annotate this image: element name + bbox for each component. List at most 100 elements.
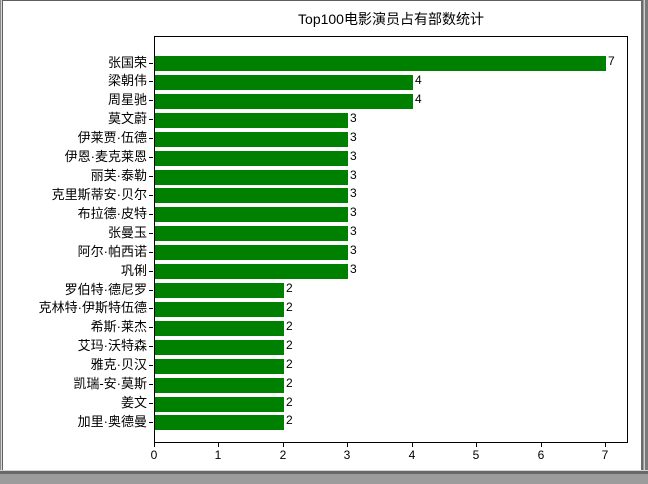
x-tick-mark	[347, 443, 348, 447]
bar	[155, 283, 284, 298]
x-tick-mark	[218, 443, 219, 447]
y-tick-mark	[149, 100, 153, 101]
x-tick-label: 3	[343, 448, 351, 462]
plot-area: 7 4 4 3 3 3 3 3 3 3 3 3 2 2 2 2 2 2 2 2	[154, 36, 628, 443]
y-tick-mark	[149, 271, 153, 272]
x-tick-label: 1	[214, 448, 222, 462]
y-tick-mark	[149, 63, 153, 64]
bar-value-label: 2	[286, 413, 293, 427]
x-tick-mark	[412, 443, 413, 447]
bar-value-label: 2	[286, 319, 293, 333]
y-tick-mark	[149, 365, 153, 366]
x-tick-label: 0	[150, 448, 158, 462]
bar	[155, 113, 348, 128]
y-tick-label: 周星驰	[107, 92, 147, 107]
chart-title: Top100电影演员占有部数统计	[298, 11, 484, 27]
bar-value-label: 2	[286, 357, 293, 371]
bar-value-label: 3	[350, 243, 357, 257]
y-tick-label: 巩俐	[120, 263, 147, 278]
y-tick-label: 凯瑞-安·莫斯	[73, 376, 147, 391]
y-tick-mark	[149, 327, 153, 328]
bar	[155, 75, 413, 90]
bar-value-label: 3	[350, 111, 357, 125]
bar-value-label: 3	[350, 205, 357, 219]
y-tick-mark	[149, 422, 153, 423]
bar	[155, 170, 348, 185]
x-tick-mark	[154, 443, 155, 447]
y-tick-label: 克林特·伊斯特伍德	[38, 300, 147, 315]
window-border-left	[0, 0, 3, 484]
y-tick-label: 布拉德·皮特	[77, 206, 147, 221]
y-tick-mark	[149, 176, 153, 177]
x-tick-label: 6	[537, 448, 545, 462]
bar	[155, 56, 606, 71]
bar	[155, 245, 348, 260]
bar	[155, 340, 284, 355]
y-tick-mark	[149, 195, 153, 196]
bar	[155, 94, 413, 109]
x-tick-label: 2	[279, 448, 287, 462]
bar	[155, 151, 348, 166]
bar	[155, 188, 348, 203]
y-tick-label: 张国荣	[107, 55, 147, 70]
y-tick-label: 希斯·莱杰	[90, 319, 147, 334]
y-tick-mark	[149, 157, 153, 158]
bar-value-label: 4	[415, 92, 422, 106]
y-tick-mark	[149, 252, 153, 253]
y-tick-label: 阿尔·帕西诺	[77, 244, 147, 259]
bar	[155, 359, 284, 374]
y-tick-label: 伊恩·麦克莱恩	[64, 149, 147, 164]
bar-value-label: 3	[350, 149, 357, 163]
bar-value-label: 2	[286, 376, 293, 390]
y-tick-label: 莫文蔚	[107, 111, 147, 126]
y-tick-label: 丽芙·泰勒	[90, 168, 147, 183]
bar	[155, 321, 284, 336]
y-tick-mark	[149, 384, 153, 385]
bar-value-label: 3	[350, 186, 357, 200]
x-tick-label: 5	[472, 448, 480, 462]
x-tick-mark	[541, 443, 542, 447]
y-tick-mark	[149, 214, 153, 215]
y-tick-label: 姜文	[120, 395, 147, 410]
bar-value-label: 4	[415, 73, 422, 87]
bar-value-label: 3	[350, 168, 357, 182]
bar	[155, 378, 284, 393]
y-tick-mark	[149, 403, 153, 404]
x-tick-mark	[283, 443, 284, 447]
y-tick-mark	[149, 81, 153, 82]
bar	[155, 207, 348, 222]
window-border-bottom	[0, 470, 648, 484]
x-tick-label: 7	[601, 448, 609, 462]
y-tick-label: 梁朝伟	[107, 73, 147, 88]
y-tick-label: 加里·奥德曼	[77, 414, 147, 429]
y-tick-mark	[149, 233, 153, 234]
bar	[155, 132, 348, 147]
bar-value-label: 7	[608, 54, 615, 68]
bar	[155, 302, 284, 317]
y-tick-mark	[149, 119, 153, 120]
y-tick-mark	[149, 308, 153, 309]
y-tick-mark	[149, 138, 153, 139]
bar	[155, 226, 348, 241]
bar-value-label: 3	[350, 262, 357, 276]
window-border-right	[641, 0, 648, 484]
y-tick-mark	[149, 346, 153, 347]
x-tick-mark	[605, 443, 606, 447]
bar-value-label: 2	[286, 281, 293, 295]
bar	[155, 415, 284, 430]
y-tick-mark	[149, 290, 153, 291]
y-tick-label: 罗伯特·德尼罗	[64, 282, 147, 297]
x-tick-label: 4	[408, 448, 416, 462]
y-tick-label: 艾玛·沃特森	[77, 338, 147, 353]
bar-value-label: 2	[286, 338, 293, 352]
y-tick-label: 伊莱贾·伍德	[77, 130, 147, 145]
window-border-top	[0, 0, 648, 1]
bar	[155, 264, 348, 279]
bar-value-label: 3	[350, 130, 357, 144]
y-tick-label: 克里斯蒂安·贝尔	[51, 187, 147, 202]
bar-value-label: 2	[286, 395, 293, 409]
bar-value-label: 2	[286, 300, 293, 314]
bar	[155, 397, 284, 412]
x-tick-mark	[476, 443, 477, 447]
y-tick-label: 张曼玉	[107, 225, 147, 240]
